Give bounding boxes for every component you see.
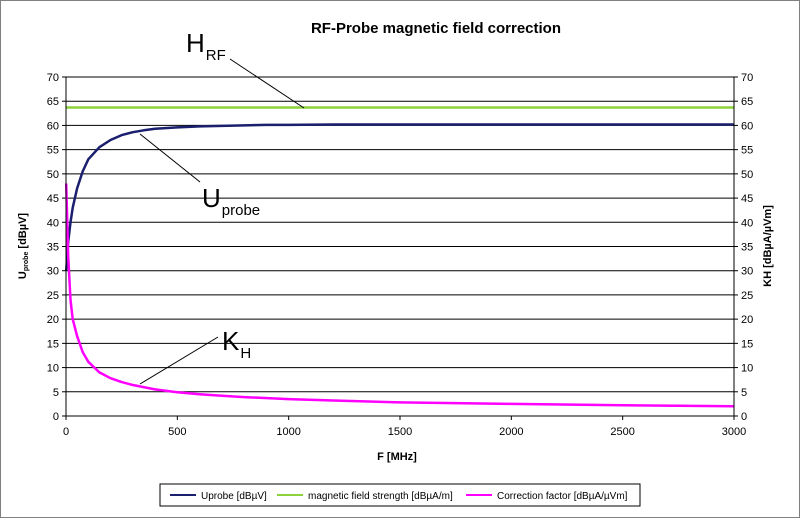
legend: Uprobe [dBµV] magnetic field strength [d…	[159, 483, 641, 507]
annotation-hrf-main: H	[186, 28, 205, 58]
y-axis-title-unit: [dBµV]	[17, 213, 29, 252]
annotation-kh: KH	[139, 326, 251, 385]
annotation-hrf-sub: RF	[206, 47, 226, 64]
y2-tick-label: 70	[741, 72, 753, 84]
y2-tick-label: 40	[741, 217, 753, 229]
annotation-kh-main: K	[222, 326, 240, 356]
y-tick-label: 5	[53, 387, 59, 399]
x-tick-label: 2500	[610, 426, 634, 438]
y-axis-title: Uprobe [dBµV]	[17, 213, 30, 279]
y-tick-label: 15	[47, 338, 59, 350]
annotation-kh-label: KH	[222, 326, 251, 362]
y-axis-ticks: 0 5 10 15 20 25 30 35 40 45 50 55 60 65 70	[47, 72, 66, 423]
x-tick-label: 2000	[499, 426, 523, 438]
y-tick-label: 40	[47, 217, 59, 229]
y-tick-label: 25	[47, 290, 59, 302]
legend-label-field-strength: magnetic field strength [dBµA/m]	[308, 491, 453, 502]
y2-tick-label: 30	[741, 266, 753, 278]
legend-item-field-strength: magnetic field strength [dBµA/m]	[277, 491, 453, 502]
annotation-hrf: HRF	[186, 28, 305, 109]
y2-tick-label: 50	[741, 169, 753, 181]
legend-label-correction-factor: Correction factor [dBµA/µVm]	[497, 491, 628, 502]
y-axis-title-sub: probe	[23, 252, 30, 272]
y2-tick-label: 10	[741, 363, 753, 375]
y2-tick-label: 60	[741, 120, 753, 132]
y2-tick-label: 35	[741, 242, 753, 254]
x-tick-label: 1500	[388, 426, 412, 438]
y2-axis-ticks: 0 5 10 15 20 25 30 35 40 45 50 55 60 65 70	[734, 72, 753, 423]
annotation-hrf-pointer	[229, 58, 305, 109]
x-tick-label: 0	[63, 426, 69, 438]
legend-item-uprobe: Uprobe [dBµV]	[170, 491, 267, 502]
y2-tick-label: 55	[741, 145, 753, 157]
grid-lines	[66, 76, 734, 393]
annotation-uprobe-label: Uprobe	[202, 183, 260, 219]
y-tick-label: 65	[47, 96, 59, 108]
x-axis-ticks: 0 500 1000 1500 2000 2500 3000	[63, 416, 746, 438]
legend-box	[159, 483, 641, 507]
x-tick-label: 1000	[276, 426, 300, 438]
y-tick-label: 20	[47, 314, 59, 326]
annotation-kh-sub: H	[240, 345, 251, 362]
y2-tick-label: 5	[741, 387, 747, 399]
y-tick-label: 0	[53, 411, 59, 423]
y2-tick-label: 25	[741, 290, 753, 302]
y-tick-label: 10	[47, 363, 59, 375]
annotation-uprobe-pointer	[139, 133, 201, 183]
y-tick-label: 45	[47, 193, 59, 205]
y-tick-label: 50	[47, 169, 59, 181]
y2-tick-label: 20	[741, 314, 753, 326]
y-tick-label: 30	[47, 266, 59, 278]
y-tick-label: 60	[47, 120, 59, 132]
annotation-uprobe: Uprobe	[139, 133, 260, 219]
legend-label-uprobe: Uprobe [dBµV]	[201, 491, 267, 502]
annotation-uprobe-main: U	[202, 183, 221, 213]
chart-title: RF-Probe magnetic field correction	[311, 20, 561, 37]
series-group	[64, 106, 735, 408]
y-tick-label: 70	[47, 72, 59, 84]
x-tick-label: 500	[168, 426, 186, 438]
x-tick-label: 3000	[722, 426, 746, 438]
annotation-kh-pointer	[139, 336, 219, 385]
x-axis-title: F [MHz]	[377, 451, 417, 463]
y-axis-title-main: U	[17, 271, 29, 279]
y2-tick-label: 0	[741, 411, 747, 423]
legend-item-correction-factor: Correction factor [dBµA/µVm]	[466, 491, 628, 502]
y-tick-label: 35	[47, 242, 59, 254]
y2-axis-title: KH [dBµA/µVm]	[762, 205, 774, 287]
y-tick-label: 55	[47, 145, 59, 157]
y2-tick-label: 65	[741, 96, 753, 108]
series-line-uprobe	[64, 123, 734, 271]
y2-tick-label: 45	[741, 193, 753, 205]
annotation-hrf-label: HRF	[186, 28, 226, 64]
series-line-correction-factor	[64, 183, 735, 408]
y2-tick-label: 15	[741, 338, 753, 350]
annotation-uprobe-sub: probe	[222, 202, 260, 219]
